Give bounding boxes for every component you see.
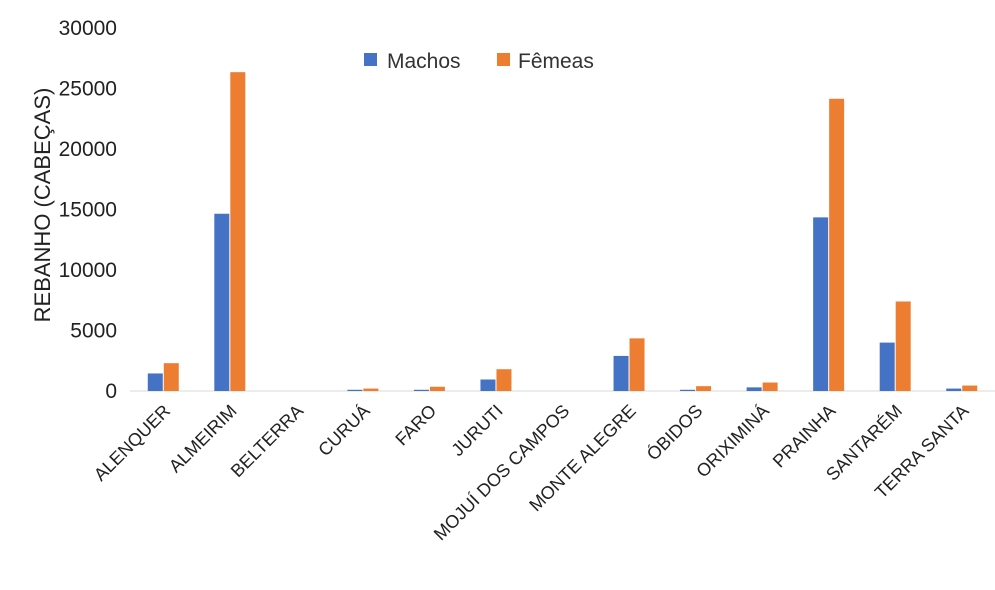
y-tick-label: 5000 — [70, 320, 117, 343]
x-tick-label: MOJUÍ DOS CAMPOS — [430, 401, 574, 545]
bar-machos — [946, 388, 962, 391]
y-tick-label: 15000 — [59, 199, 117, 222]
bar-femeas — [163, 363, 179, 391]
bar-femeas — [962, 385, 978, 391]
bars — [147, 72, 978, 391]
y-tick-label: 0 — [105, 380, 117, 403]
bar-femeas — [363, 388, 379, 391]
bar-machos — [746, 387, 762, 391]
bar-machos — [613, 355, 629, 391]
bar-femeas — [829, 98, 845, 391]
bar-femeas — [696, 386, 712, 391]
x-tick-label: PRAINHA — [769, 401, 840, 472]
y-tick-label: 30000 — [59, 17, 117, 40]
bar-machos — [813, 217, 829, 391]
x-tick-label: ÓBIDOS — [642, 400, 706, 464]
bar-machos — [480, 379, 496, 391]
x-tick-label: FARO — [391, 401, 440, 450]
bar-machos — [147, 373, 163, 391]
legend-swatch-femeas — [497, 53, 510, 66]
y-tick-label: 20000 — [59, 138, 117, 161]
bar-machos — [680, 389, 696, 391]
bar-femeas — [496, 369, 512, 391]
bar-femeas — [629, 338, 645, 391]
bar-machos — [347, 389, 363, 391]
bar-femeas — [895, 301, 911, 391]
y-axis-label: REBANHO (CABEÇAS) — [30, 88, 55, 323]
bar-femeas — [429, 386, 445, 391]
y-axis-ticks: 0 5000 10000 15000 20000 25000 30000 — [59, 17, 117, 403]
x-tick-label: BELTERRA — [227, 401, 307, 481]
x-tick-label: ORIXIMINÁ — [692, 401, 773, 482]
x-tick-label: CURUÁ — [314, 401, 373, 460]
bar-femeas — [762, 382, 778, 391]
y-tick-label: 25000 — [59, 78, 117, 101]
legend-swatch-machos — [364, 53, 377, 66]
y-tick-label: 10000 — [59, 259, 117, 282]
x-tick-label: ALENQUER — [90, 401, 174, 485]
legend-label-femeas: Fêmeas — [518, 50, 594, 73]
bar-machos — [413, 389, 429, 391]
x-tick-label: JURUTI — [447, 401, 506, 460]
bar-femeas — [230, 72, 246, 391]
bar-machos — [214, 213, 230, 391]
bar-machos — [879, 342, 895, 391]
legend: Machos Fêmeas — [364, 50, 594, 73]
legend-label-machos: Machos — [387, 50, 461, 73]
